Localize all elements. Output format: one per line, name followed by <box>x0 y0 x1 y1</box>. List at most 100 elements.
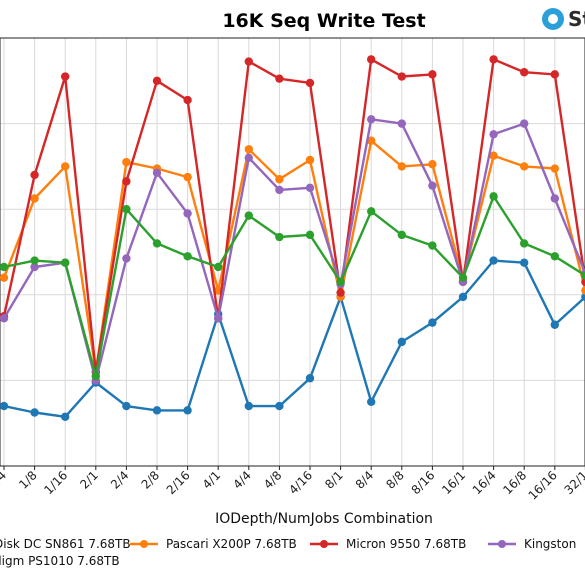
legend-label: Micron 9550 7.68TB <box>346 537 466 551</box>
data-point <box>91 371 101 381</box>
x-tick-label: /4 <box>0 468 9 486</box>
data-point <box>122 205 131 214</box>
chart-title: 16K Seq Write Test <box>222 10 425 32</box>
data-point <box>275 74 284 83</box>
data-point <box>244 211 253 220</box>
x-tick-label: 4/8 <box>261 468 285 492</box>
data-point <box>397 162 406 171</box>
data-point <box>520 68 529 77</box>
data-point <box>183 209 192 218</box>
data-point <box>397 72 406 81</box>
legend-label: digm PS1010 7.68TB <box>0 554 120 568</box>
data-point <box>550 70 559 79</box>
x-tick-label: 16/1 <box>439 468 468 497</box>
data-point <box>275 185 284 195</box>
data-point <box>183 172 192 182</box>
data-point <box>122 401 131 411</box>
data-point <box>489 55 498 64</box>
series-layer <box>0 55 585 421</box>
data-point <box>550 320 559 329</box>
data-point <box>520 239 529 248</box>
x-tick-label: 8/4 <box>353 468 377 492</box>
data-point <box>428 318 437 327</box>
data-point <box>183 252 192 261</box>
data-point <box>489 130 498 139</box>
data-point <box>458 273 468 282</box>
x-tick-label: 2/1 <box>77 468 101 492</box>
x-tick-label: 16/16 <box>526 468 560 502</box>
x-tick-label: 8/1 <box>322 468 346 492</box>
data-point <box>0 401 9 411</box>
data-point <box>367 136 376 145</box>
data-point <box>336 288 345 297</box>
legend-item: Micron 9550 7.68TB <box>310 537 466 551</box>
data-point <box>520 162 529 171</box>
series-2 <box>0 55 585 377</box>
legend-item: digm PS1010 7.68TB <box>0 554 120 568</box>
data-point <box>275 232 284 242</box>
grid <box>0 37 585 466</box>
series-4 <box>0 192 585 381</box>
data-point <box>60 72 70 81</box>
logo-icon-inner <box>548 14 558 24</box>
data-point <box>244 153 253 163</box>
data-point <box>30 256 39 265</box>
x-axis-label: IODepth/NumJobs Combination <box>215 511 433 527</box>
data-point <box>275 401 284 411</box>
data-point <box>152 76 162 86</box>
x-tick-label: 2/4 <box>108 468 132 492</box>
series-line <box>3 259 585 418</box>
data-point <box>152 239 162 248</box>
data-point <box>581 292 585 302</box>
data-point <box>397 230 406 240</box>
data-point <box>550 252 559 261</box>
legend-label: Disk DC SN861 7.68TB <box>0 537 131 551</box>
x-tick-label: 8/16 <box>409 468 438 497</box>
data-point <box>428 241 437 250</box>
legend-label: Pascari X200P 7.68TB <box>166 537 297 551</box>
data-point <box>397 337 406 347</box>
data-point <box>489 151 498 160</box>
x-tick-label: 4/1 <box>200 468 224 492</box>
data-point <box>367 115 376 124</box>
x-tick-label: 2/16 <box>164 468 193 497</box>
data-point <box>305 183 315 192</box>
data-point <box>183 406 192 415</box>
data-point <box>244 145 253 154</box>
data-point <box>0 314 9 323</box>
series-line <box>3 195 585 378</box>
x-tick-label: 16/4 <box>470 468 499 497</box>
data-point <box>244 401 253 411</box>
logo-text: St <box>568 7 585 31</box>
data-point <box>550 164 559 173</box>
data-point <box>122 177 131 186</box>
data-point <box>397 119 406 128</box>
legend-marker <box>498 540 506 548</box>
x-tick-label: 32/1 <box>562 468 585 497</box>
x-tick-labels: /4 1/8 1/16 2/1 2/4 2/8 2/16 4/1 4/4 4/8 4/16 8/1 8/… <box>0 466 585 503</box>
data-point <box>214 262 223 272</box>
legend: Disk DC SN861 7.68TB Pascari X200P 7.68TB… <box>0 537 576 568</box>
data-point <box>489 256 498 265</box>
x-tick-label: 1/16 <box>41 468 70 497</box>
data-point <box>305 78 315 88</box>
data-point <box>30 408 39 417</box>
legend-item: Pascari X200P 7.68TB <box>130 537 297 551</box>
data-point <box>0 262 9 272</box>
data-point <box>152 168 162 178</box>
data-point <box>336 277 345 287</box>
data-point <box>428 160 437 169</box>
data-point <box>60 258 70 267</box>
data-point <box>122 157 131 167</box>
data-point <box>30 170 39 180</box>
data-point <box>581 271 585 280</box>
data-point <box>367 397 376 406</box>
data-point <box>550 194 559 203</box>
x-tick-label: 2/8 <box>139 468 163 492</box>
data-point <box>458 292 468 302</box>
data-point <box>520 258 529 267</box>
data-point <box>305 155 315 165</box>
data-point <box>367 207 376 216</box>
data-point <box>30 194 39 203</box>
series-1 <box>0 136 585 377</box>
